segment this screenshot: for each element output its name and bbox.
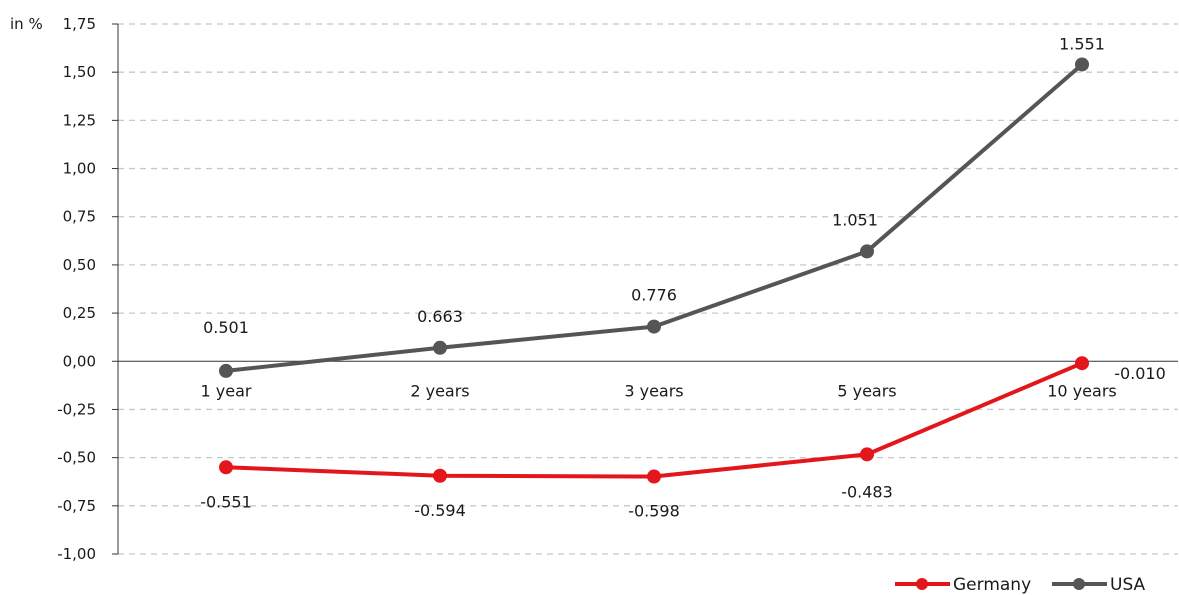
- data-point: [219, 363, 233, 378]
- data-point: [647, 319, 661, 334]
- data-point: [1075, 57, 1089, 72]
- y-tick-label: 1,25: [63, 111, 96, 129]
- y-tick-label: 1,50: [63, 63, 96, 81]
- data-label: -0.598: [628, 502, 680, 521]
- data-label: -0.010: [1114, 364, 1166, 383]
- legend-item-usa: USA: [1052, 575, 1146, 595]
- data-label: -0.551: [200, 492, 252, 511]
- data-point: [860, 447, 874, 462]
- y-tick-label: -0,50: [57, 449, 96, 467]
- x-category-label: 1 year: [201, 381, 252, 400]
- y-tick-label: -0,25: [57, 400, 96, 418]
- series-layer: -0.551 -0.594 -0.598 -0.483 -0.010 0.501 0.663…: [200, 34, 1166, 520]
- data-point: [1075, 356, 1089, 371]
- data-label: 0.663: [417, 307, 463, 326]
- y-tick-label: 0,25: [63, 304, 96, 322]
- data-label: 1.051: [832, 210, 878, 229]
- y-tick-label: -0,75: [57, 497, 96, 515]
- legend-label: Germany: [953, 575, 1031, 595]
- data-point: [219, 460, 233, 475]
- y-axis-label: in %: [10, 15, 43, 33]
- series-line: [225, 361, 1083, 479]
- y-tick-label: 0,50: [63, 256, 96, 274]
- data-label: -0.483: [841, 482, 893, 501]
- x-category-label: 5 years: [837, 381, 896, 400]
- legend-label: USA: [1110, 575, 1146, 595]
- y-tick-label: 0,75: [63, 208, 96, 226]
- x-axis-categories: 1 year 2 years 3 years 5 years 10 years: [201, 381, 1117, 400]
- grid-lines: [118, 23, 1178, 555]
- y-tick-label: -1,00: [57, 545, 96, 563]
- data-label: 0.776: [631, 286, 677, 305]
- data-label: -0.594: [414, 501, 466, 520]
- x-category-label: 2 years: [410, 381, 469, 400]
- y-axis-ticks: -1,00 -0,75 -0,50 -0,25 0,00 0,25 0,50 0,75 1,00…: [57, 15, 118, 563]
- y-tick-label: 1,75: [63, 15, 96, 33]
- x-category-label: 10 years: [1047, 381, 1116, 400]
- legend-item-germany: Germany: [895, 575, 1031, 595]
- data-label: 1.551: [1059, 34, 1105, 53]
- data-point: [433, 340, 447, 355]
- data-point: [433, 468, 447, 483]
- y-tick-label: 1,00: [63, 160, 96, 178]
- data-point: [860, 244, 874, 259]
- legend-swatch-marker: [1073, 578, 1085, 590]
- series-germany: -0.551 -0.594 -0.598 -0.483 -0.010: [200, 356, 1166, 521]
- series-usa: 0.501 0.663 0.776 1.051 1.551: [203, 34, 1105, 378]
- legend: Germany USA: [895, 575, 1146, 595]
- x-category-label: 3 years: [624, 381, 683, 400]
- data-label: 0.501: [203, 318, 249, 337]
- data-point: [647, 469, 661, 484]
- legend-swatch-marker: [916, 578, 928, 590]
- y-tick-label: 0,00: [63, 352, 96, 370]
